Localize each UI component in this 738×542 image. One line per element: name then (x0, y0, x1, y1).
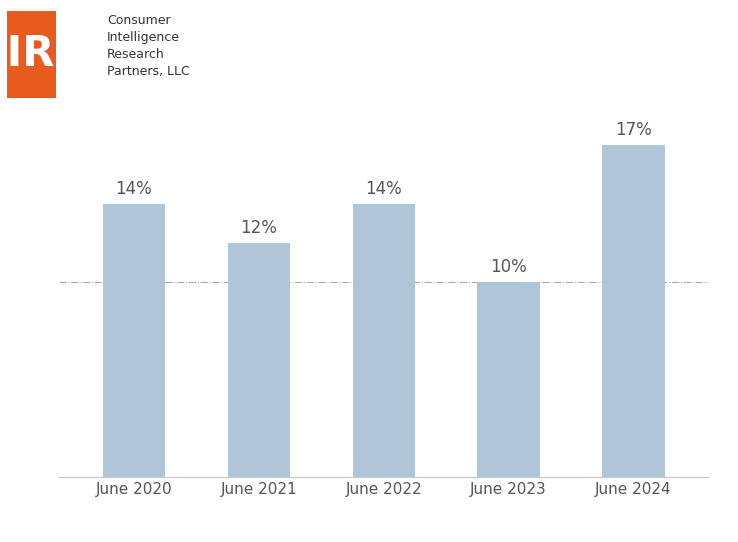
Bar (477, 282, 540, 477)
Bar (227, 243, 290, 477)
Text: 14%: 14% (365, 180, 402, 198)
Bar (353, 204, 415, 477)
Text: CIRP: CIRP (0, 33, 86, 75)
Text: Consumer
Intelligence
Research
Partners, LLC: Consumer Intelligence Research Partners,… (107, 14, 190, 78)
FancyBboxPatch shape (7, 11, 56, 98)
Text: 17%: 17% (615, 121, 652, 139)
Bar (103, 204, 165, 477)
Bar (602, 145, 665, 477)
Text: 14%: 14% (116, 180, 152, 198)
Text: 12%: 12% (241, 219, 277, 237)
Text: 10%: 10% (490, 258, 527, 276)
